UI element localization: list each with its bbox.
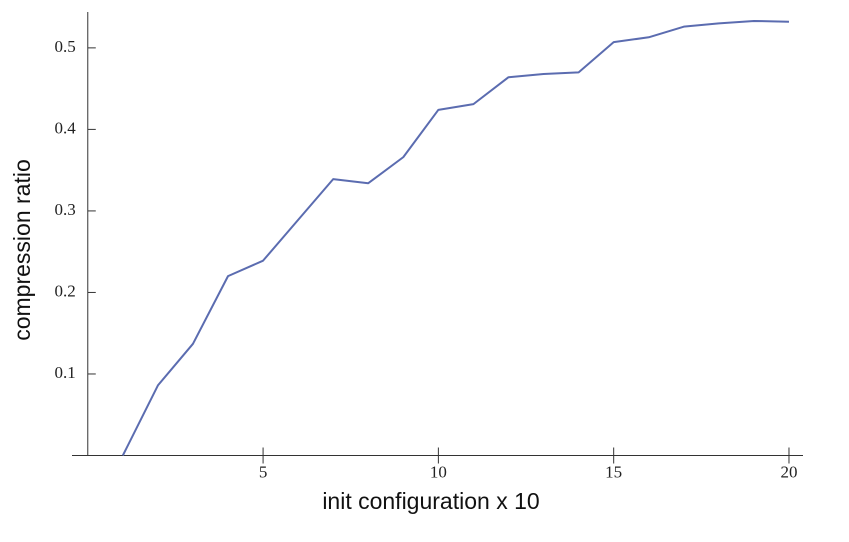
x-axis-title: init configuration x 10 xyxy=(322,488,539,514)
y-axis-title: compression ratio xyxy=(9,159,35,341)
y-tick-label: 0.3 xyxy=(55,200,76,219)
x-tick-label: 20 xyxy=(780,462,797,481)
y-tick-label: 0.2 xyxy=(55,281,76,300)
x-tick-label: 5 xyxy=(259,462,268,481)
y-tick-label: 0.1 xyxy=(55,363,76,382)
data-line xyxy=(121,19,789,456)
x-tick-label: 10 xyxy=(430,462,447,481)
y-tick-label: 0.4 xyxy=(55,118,77,137)
y-tick-label: 0.5 xyxy=(55,37,76,56)
x-tick-label: 15 xyxy=(605,462,622,481)
